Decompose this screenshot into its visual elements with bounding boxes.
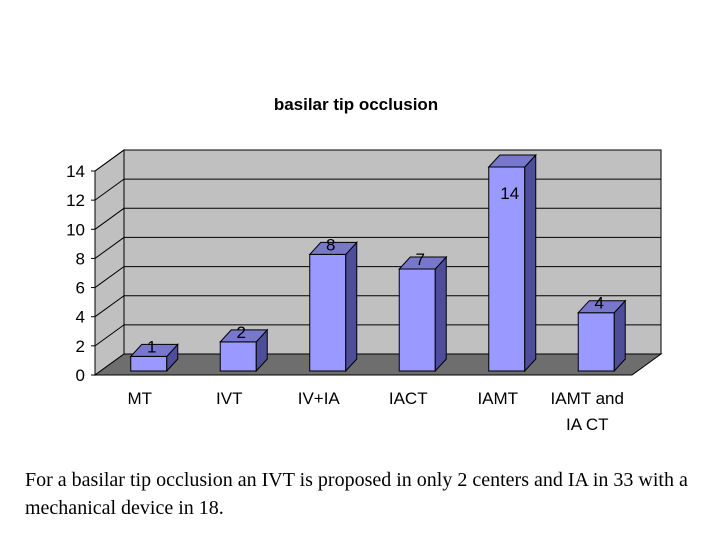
bar-top — [577, 300, 627, 314]
y-tick-label: 4 — [76, 308, 85, 327]
bar — [577, 312, 615, 372]
data-label: 1 — [147, 337, 156, 356]
y-tick-label: 12 — [66, 191, 85, 210]
bar — [398, 268, 436, 372]
y-tick-label: 0 — [76, 366, 85, 385]
gridline — [94, 207, 661, 230]
y-tick-label: 6 — [76, 279, 85, 298]
x-category-label: IAMT and — [551, 389, 624, 408]
data-label: 14 — [500, 184, 519, 203]
data-label: 2 — [237, 323, 246, 342]
y-tick-label: 14 — [66, 162, 85, 181]
y-tick-label: 10 — [66, 220, 85, 239]
bar-top — [129, 343, 179, 357]
gridline — [94, 295, 661, 318]
bar — [309, 253, 347, 372]
data-label: 8 — [326, 235, 335, 254]
chart-floor — [93, 353, 663, 376]
bar-top — [219, 329, 269, 343]
slide-caption: For a basilar tip occlusion an IVT is pr… — [25, 469, 688, 519]
gridline — [94, 324, 661, 347]
chart-side-wall — [94, 149, 125, 376]
bar-top — [398, 256, 448, 270]
x-category-label: MT — [127, 389, 152, 408]
x-category-label: IA CT — [566, 415, 609, 434]
gridline — [94, 236, 661, 259]
plot-area: 0 2 4 6 8 10 12 14 1 MT 2 IVT 8 IV+IA 7 IACT 14 IAMT 4 IAMT… — [66, 149, 663, 434]
y-tick-label: 2 — [76, 337, 85, 356]
gridline — [94, 266, 661, 288]
gridline — [94, 178, 661, 201]
x-category-label: IV+IA — [298, 389, 341, 408]
bar-top — [487, 154, 537, 168]
gridline — [94, 149, 661, 172]
bar-side — [345, 241, 358, 373]
x-category-label: IVT — [216, 389, 242, 408]
bar-side — [524, 153, 537, 373]
chart-title: basilar tip occlusion — [274, 95, 438, 114]
bar — [130, 355, 168, 372]
data-label: 7 — [416, 250, 425, 269]
bar-top — [308, 241, 358, 255]
x-category-label: IAMT — [477, 389, 518, 408]
bar-chart: basilar tip occlusion 0 2 4 6 8 10 12 14 1 MT 2 IVT… — [66, 95, 663, 434]
bar-side — [434, 255, 447, 373]
y-tick-label: 8 — [76, 249, 85, 268]
x-category-label: IACT — [389, 389, 428, 408]
bar — [219, 341, 257, 372]
data-label: 4 — [595, 294, 604, 313]
